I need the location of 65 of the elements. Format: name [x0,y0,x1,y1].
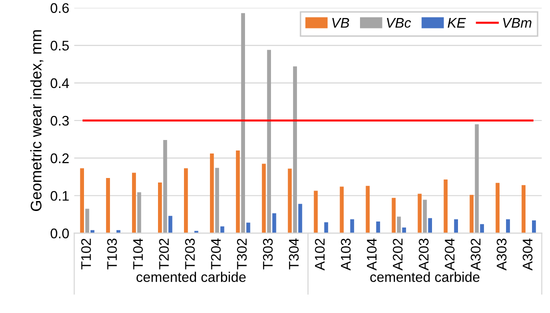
bar [137,192,142,234]
bar [158,182,162,234]
x-tick-label: T304 [288,238,299,270]
legend-label: VBm [503,18,532,28]
x-tick-label: T204 [210,238,221,270]
y-axis-title: Geometric wear index, mm [30,30,44,211]
x-tick-label: A104 [366,238,377,270]
y-tick-label: 0.5 [50,40,69,51]
bar [215,168,220,234]
x-tick-label: T202 [159,238,169,270]
bar [80,168,84,234]
bar [324,222,328,234]
bar [168,216,172,234]
text: cemented carbide [370,272,480,282]
x-tick-label: A102 [314,238,325,270]
y-tick-label: 0.2 [50,153,69,164]
bar [376,222,380,234]
bar [396,216,401,234]
bar [496,182,500,234]
text: cemented carbide [136,272,246,282]
bar [106,178,110,234]
bar [454,219,458,234]
y-tick-label: 0.6 [50,3,69,13]
bar [522,185,526,234]
bar [532,220,536,234]
bar [236,150,240,234]
bar [402,228,406,234]
x-tick-label: A304 [522,238,532,270]
y-tick-label: 0.4 [50,78,69,88]
x-tick-label: A203 [418,238,429,270]
x-tick-label: A303 [496,238,507,270]
x-tick-label: A103 [340,238,351,270]
bar [267,50,271,234]
x-tick-label: T303 [262,238,273,270]
bar [470,194,474,234]
x-tick-label: T102 [81,238,91,270]
bar [428,218,432,234]
y-tick-label: 0.1 [50,190,69,201]
bar [241,13,246,234]
y-tick-label: 0.0 [50,228,69,238]
bar [422,200,427,234]
bar [350,219,354,234]
bar [163,140,168,234]
bar [474,124,479,234]
bar [210,154,214,234]
bar [506,219,510,234]
y-tick-label: 0.3 [50,116,69,126]
bar [184,168,188,234]
bar [262,164,266,234]
legend-label: VB [332,18,350,28]
x-tick-label: A202 [392,238,403,270]
bar [444,179,448,234]
bar [480,224,484,234]
legend-label: VBc [386,18,412,28]
x-tick-label: T302 [236,238,247,270]
x-tick-label: T203 [185,238,195,270]
x-tick-label: T104 [133,238,143,270]
x-tick-label: A302 [470,238,481,270]
x-tick-label: T103 [107,238,117,270]
bar [293,66,297,234]
x-tick-label: A204 [444,238,455,270]
legend-label: KE [448,18,466,28]
bar [132,172,136,234]
bar [288,168,292,234]
bar [418,194,422,234]
